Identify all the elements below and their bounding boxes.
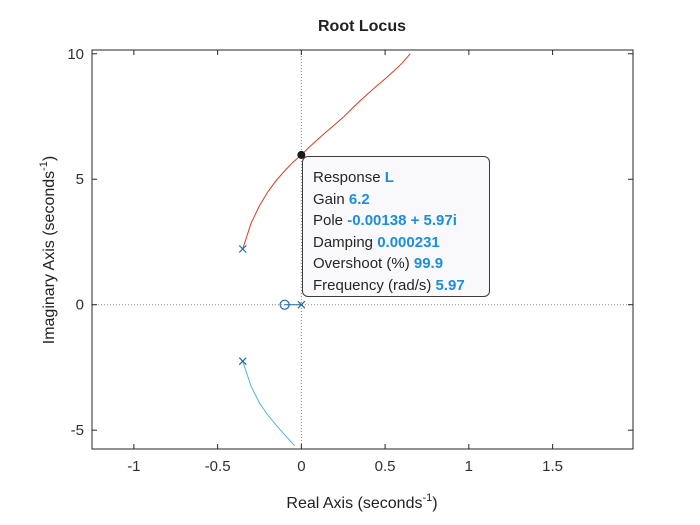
x-tick-label-2: 0: [297, 458, 305, 475]
y-axis-label-exponent: -1: [38, 161, 50, 171]
locus-branches: [242, 53, 411, 447]
datatip-label-frequency: Frequency (rad/s): [313, 276, 432, 294]
x-axis-label: Real Axis (seconds-1): [286, 492, 437, 512]
datatip-value-overshoot: 99.9: [413, 255, 444, 272]
datatip-label-pole: Pole: [313, 212, 344, 229]
x-axis-label-text: Real Axis (seconds: [286, 495, 422, 512]
y-axis-label-close: ): [41, 156, 58, 161]
y-tick-label-2: 5: [76, 171, 84, 188]
axes-box: [91, 49, 634, 450]
datatip-row-pole: Pole -0.00138 + 5.97i: [313, 210, 489, 232]
y-axis-label: Imaginary Axis (seconds-1): [38, 156, 58, 345]
datatip-row-overshoot: Overshoot (%) 99.9: [313, 253, 489, 275]
datatip-row-response: Response L: [313, 167, 489, 189]
x-tick-label-0: -1: [127, 458, 140, 475]
datatip[interactable]: Response L Gain 6.2 Pole -0.00138 + 5.97…: [302, 156, 490, 297]
datatip-label-response: Response: [313, 169, 381, 186]
y-tick-label-0: -5: [71, 422, 84, 439]
x-tick-label-4: 1: [465, 458, 473, 475]
datatip-row-frequency: Frequency (rad/s) 5.97: [313, 275, 489, 297]
locus-branch-1[interactable]: [242, 361, 296, 447]
datatip-value-response: L: [384, 169, 394, 186]
datatip-row-gain: Gain 6.2: [313, 189, 489, 211]
datatip-value-damping: 0.000231: [377, 233, 440, 251]
datatip-value-gain: 6.2: [348, 190, 370, 208]
zero-marker-0[interactable]: [279, 299, 290, 310]
datatip-value-frequency: 5.97: [435, 276, 465, 294]
pole-marker-0[interactable]: [238, 245, 247, 253]
reference-lines: [92, 50, 633, 449]
x-tick-label-3: 0.5: [375, 458, 396, 475]
chart-title: Root Locus: [318, 18, 406, 35]
pole-marker-2[interactable]: [297, 300, 306, 309]
x-tick-label-1: -0.5: [205, 458, 231, 475]
datatip-label-damping: Damping: [313, 233, 374, 251]
x-axis-label-exponent: -1: [422, 492, 432, 504]
y-axis-label-text: Imaginary Axis (seconds: [41, 171, 58, 344]
datatip-label-gain: Gain: [313, 190, 345, 208]
datatip-label-overshoot: Overshoot (%): [313, 255, 410, 272]
y-tick-label-3: 10: [67, 46, 84, 63]
locus-branch-0[interactable]: [242, 53, 411, 250]
x-axis-label-close: ): [432, 495, 437, 512]
pole-zero-markers: [238, 245, 306, 366]
axis-ticks: -1 -0.5 0 0.5 1 1.5 -5 0 5 10: [67, 46, 633, 475]
pole-marker-1[interactable]: [238, 357, 247, 366]
y-tick-label-1: 0: [76, 297, 84, 314]
datatip-row-damping: Damping 0.000231: [313, 232, 489, 254]
datatip-value-pole: -0.00138 + 5.97i: [347, 212, 457, 229]
x-tick-label-5: 1.5: [542, 458, 563, 475]
